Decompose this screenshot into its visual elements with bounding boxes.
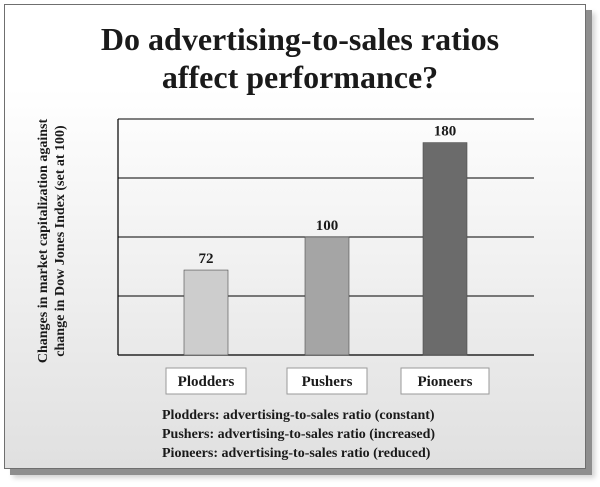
bar-plodders — [183, 269, 229, 356]
chart-title-line-1: Do advertising-to-sales ratios — [100, 21, 500, 57]
note-pioneers: Pioneers: advertising-to-sales ratio (re… — [162, 446, 431, 461]
category-label-plodders: Plodders — [178, 374, 235, 390]
chart-title-line-2: affect performance? — [161, 59, 439, 95]
data-label-pushers: 100 — [316, 218, 339, 234]
data-label-plodders: 72 — [199, 251, 214, 267]
note-plodders: Plodders: advertising-to-sales ratio (co… — [162, 408, 435, 423]
note-pushers: Pushers: advertising-to-sales ratio (inc… — [162, 427, 436, 442]
bar-pushers — [304, 236, 350, 356]
category-label-pioneers: Pioneers — [418, 374, 473, 390]
bar-pioneers — [422, 142, 468, 356]
category-label-pushers: Pushers — [302, 374, 353, 390]
category-box-pushers — [286, 367, 368, 395]
category-box-pioneers — [400, 367, 490, 395]
chart-title: Do advertising-to-sales ratios affect pe… — [0, 20, 600, 96]
category-notes: Plodders: advertising-to-sales ratio (co… — [162, 406, 492, 463]
category-box-plodders — [165, 367, 247, 395]
data-label-pioneers: 180 — [434, 124, 457, 140]
